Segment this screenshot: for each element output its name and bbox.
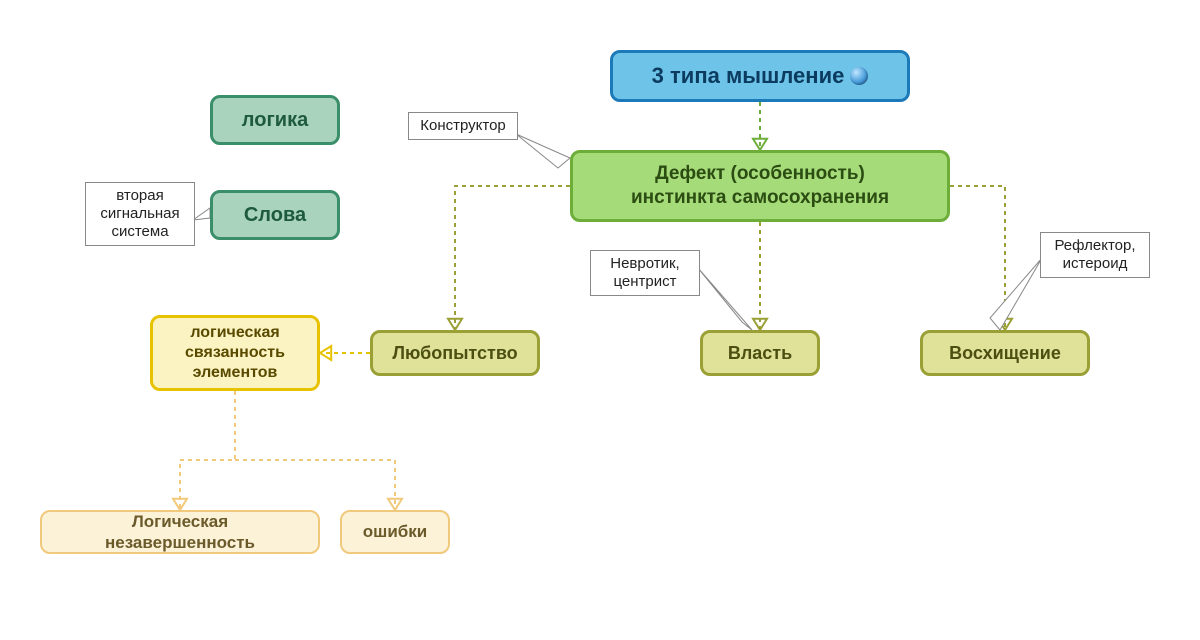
node-title-label: 3 типа мышление bbox=[652, 62, 845, 90]
node-power-label: Власть bbox=[728, 342, 792, 365]
node-defect-label: Дефект (особенность)инстинкта самосохран… bbox=[631, 162, 889, 210]
node-errors-label: ошибки bbox=[363, 521, 427, 542]
node-power: Власть bbox=[700, 330, 820, 376]
callout-reflector: Рефлектор,истероид bbox=[1040, 232, 1150, 278]
callout-signal: втораясигнальнаясистема bbox=[85, 182, 195, 246]
node-curiosity-label: Любопытство bbox=[392, 342, 517, 365]
node-logika-label: логика bbox=[242, 108, 308, 133]
node-admiration-label: Восхищение bbox=[949, 342, 1061, 365]
node-defect: Дефект (особенность)инстинкта самосохран… bbox=[570, 150, 950, 222]
node-logical-incomplete: Логическая незавершенность bbox=[40, 510, 320, 554]
globe-icon bbox=[850, 67, 868, 85]
node-logical-coherence: логическаясвязанностьэлементов bbox=[150, 315, 320, 391]
callout-signal-label: втораясигнальнаясистема bbox=[100, 187, 179, 240]
node-slova: Слова bbox=[210, 190, 340, 240]
callout-neuro-label: Невротик,центрист bbox=[610, 255, 679, 290]
callout-constructor: Конструктор bbox=[408, 112, 518, 140]
node-errors: ошибки bbox=[340, 510, 450, 554]
diagram-stage: { "canvas": { "w": 1200, "h": 640, "bg":… bbox=[0, 0, 1200, 640]
node-slova-label: Слова bbox=[244, 203, 306, 228]
callout-constructor-label: Конструктор bbox=[420, 117, 506, 134]
node-logika: логика bbox=[210, 95, 340, 145]
node-title: 3 типа мышление bbox=[610, 50, 910, 102]
callout-neurotic: Невротик,центрист bbox=[590, 250, 700, 296]
node-admiration: Восхищение bbox=[920, 330, 1090, 376]
callout-reflector-label: Рефлектор,истероид bbox=[1054, 237, 1135, 272]
node-logcoh-label: логическаясвязанностьэлементов bbox=[185, 323, 285, 383]
node-curiosity: Любопытство bbox=[370, 330, 540, 376]
node-incomp-label: Логическая незавершенность bbox=[56, 511, 304, 554]
